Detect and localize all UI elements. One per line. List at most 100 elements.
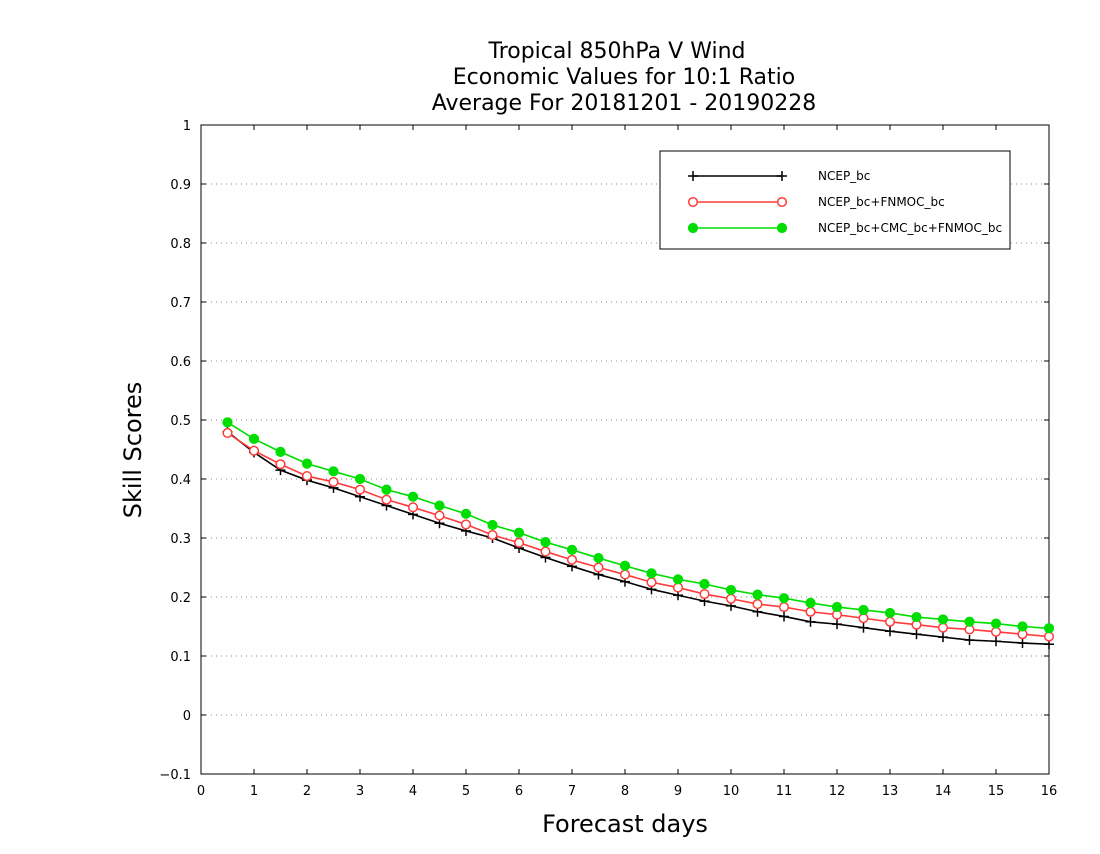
open-circle-marker	[434, 510, 445, 521]
x-tick-label: 3	[356, 784, 364, 799]
open-circle-marker	[407, 502, 419, 513]
open-circle-marker	[328, 476, 339, 488]
filled-circle-marker	[593, 552, 604, 564]
filled-circle-marker	[434, 500, 445, 511]
open-circle-marker	[1043, 631, 1055, 642]
filled-circle-marker	[487, 519, 498, 531]
legend-label: NCEP_bc+FNMOC_bc	[818, 195, 945, 209]
legend: NCEP_bc NCEP_bc+FNMOC_bc NCEP_bc+CMC_bc+FN…	[659, 150, 1011, 250]
series-2	[222, 427, 1055, 642]
filled-circle-marker	[725, 584, 737, 596]
plus-marker	[805, 616, 816, 627]
open-circle-marker	[487, 530, 498, 541]
axis-ticks: −0.100.10.20.30.40.50.60.70.80.910 1 2 3 4 5 6…	[159, 119, 1057, 799]
x-tick-label: 16	[1041, 784, 1058, 799]
open-circle-marker	[884, 616, 896, 627]
plus-marker	[688, 171, 698, 181]
filled-circle-marker	[619, 560, 631, 571]
filled-circle-marker	[699, 578, 710, 590]
open-circle-marker	[222, 427, 233, 439]
open-circle-marker	[687, 196, 699, 208]
open-circle-marker	[460, 519, 472, 530]
y-tick-label: 0.8	[170, 237, 191, 252]
series-lines	[222, 417, 1055, 650]
y-tick-label: 0.1	[170, 650, 191, 665]
open-circle-marker	[937, 622, 949, 633]
open-circle-marker	[805, 606, 816, 617]
filled-circle-marker	[990, 618, 1002, 629]
x-tick-label: 9	[674, 784, 682, 799]
open-circle-marker	[778, 601, 790, 613]
y-tick-label: 0.5	[170, 414, 191, 429]
legend-box	[659, 150, 1011, 250]
legend-label: NCEP_bc+CMC_bc+FNMOC_bc	[818, 221, 1002, 235]
y-tick-label: 0.6	[170, 355, 191, 370]
x-tick-label: 6	[515, 784, 523, 799]
x-tick-label: 7	[568, 784, 576, 799]
series-line	[227, 432, 1050, 638]
y-tick-label: −0.1	[159, 768, 191, 783]
plus-marker	[964, 635, 975, 646]
x-tick-label: 4	[409, 784, 417, 799]
filled-circle-marker	[301, 458, 313, 469]
x-tick-label: 0	[197, 784, 205, 799]
plus-marker	[938, 632, 948, 643]
open-circle-marker	[990, 626, 1002, 637]
x-tick-label: 15	[988, 784, 1005, 799]
x-tick-label: 11	[776, 784, 793, 799]
filled-circle-marker	[687, 222, 699, 234]
filled-circle-marker	[831, 601, 843, 613]
filled-circle-marker	[381, 484, 392, 495]
x-tick-label: 1	[250, 784, 258, 799]
open-circle-marker	[248, 445, 260, 456]
filled-circle-marker	[354, 473, 366, 485]
filled-circle-marker	[911, 611, 922, 623]
filled-circle-marker	[1043, 623, 1055, 634]
open-circle-marker	[752, 599, 763, 610]
filled-circle-marker	[776, 222, 788, 234]
x-tick-label: 5	[462, 784, 470, 799]
x-tick-label: 14	[935, 784, 952, 799]
filled-circle-marker	[513, 527, 525, 538]
filled-circle-marker	[275, 446, 286, 457]
open-circle-marker	[540, 546, 551, 557]
open-circle-marker	[776, 196, 788, 208]
filled-circle-marker	[778, 593, 790, 604]
plus-marker	[832, 619, 842, 630]
open-circle-marker	[699, 589, 710, 600]
filled-circle-marker	[937, 614, 949, 625]
plus-marker	[779, 611, 789, 622]
y-tick-label: 0.2	[170, 591, 191, 606]
open-circle-marker	[646, 577, 657, 588]
open-circle-marker	[513, 537, 525, 548]
legend-label: NCEP_bc	[818, 169, 870, 183]
x-tick-label: 13	[882, 784, 899, 799]
y-tick-label: 1	[183, 119, 191, 134]
open-circle-marker	[381, 494, 392, 505]
filled-circle-marker	[805, 597, 816, 609]
filled-circle-marker	[964, 616, 975, 627]
plus-marker	[777, 171, 787, 181]
x-tick-label: 8	[621, 784, 629, 799]
y-tick-label: 0	[183, 709, 191, 724]
y-axis-title: Skill Scores	[119, 382, 147, 519]
y-tick-label: 0.3	[170, 532, 191, 547]
y-tick-label: 0.4	[170, 473, 191, 488]
filled-circle-marker	[540, 537, 551, 548]
open-circle-marker	[593, 562, 604, 573]
plus-marker	[858, 622, 869, 633]
open-circle-marker	[301, 471, 313, 482]
series-line	[227, 421, 1050, 630]
y-tick-label: 0.7	[170, 296, 191, 311]
open-circle-marker	[619, 569, 631, 580]
open-circle-marker	[275, 459, 286, 470]
x-tick-label: 10	[723, 784, 740, 799]
x-tick-label: 2	[303, 784, 311, 799]
plus-marker	[885, 626, 895, 637]
open-circle-marker	[858, 613, 869, 624]
title-line-2: Economic Values for 10:1 Ratio	[453, 65, 795, 90]
open-circle-marker	[672, 582, 684, 593]
filled-circle-marker	[566, 544, 578, 555]
